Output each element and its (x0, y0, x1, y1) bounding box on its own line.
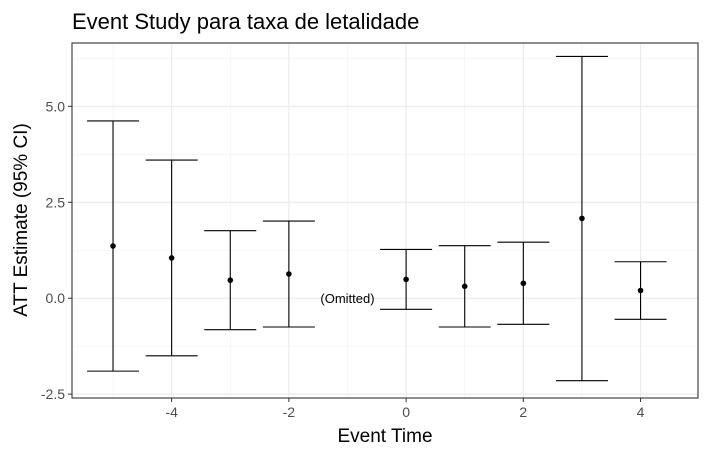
point-estimate-4 (403, 276, 409, 283)
plot-border (71, 42, 699, 399)
x-tick-label: 4 (637, 404, 645, 420)
plot-panel: (Omitted) -4 -2 0 2 4 -2.5 0.0 2.5 5.0 (41, 42, 699, 420)
x-tick-label: -4 (165, 404, 178, 420)
point-estimate-6 (520, 280, 527, 287)
x-tick-label: -2 (283, 404, 296, 420)
y-axis-title: ATT Estimate (95% CI) (11, 123, 32, 317)
y-tick-label: -2.5 (41, 386, 65, 402)
x-tick-label: 0 (402, 404, 410, 420)
y-tick-label: 2.5 (46, 194, 66, 210)
plot-background (72, 43, 698, 398)
point-estimate-5 (461, 283, 468, 290)
point-estimate-3 (286, 271, 292, 277)
chart-title: Event Study para taxa de letalidade (72, 9, 419, 34)
point-estimate-2 (227, 277, 234, 283)
point-estimate-8 (637, 287, 644, 294)
point-estimate-1 (168, 255, 175, 261)
y-tick-label: 5.0 (46, 98, 66, 114)
point-estimate-7 (579, 215, 585, 222)
x-axis-title: Event Time (337, 426, 432, 447)
x-tick-label: 2 (519, 404, 527, 420)
point-estimate-0 (110, 243, 116, 249)
omitted-annotation: (Omitted) (320, 291, 374, 306)
y-tick-label: 0.0 (46, 290, 66, 306)
